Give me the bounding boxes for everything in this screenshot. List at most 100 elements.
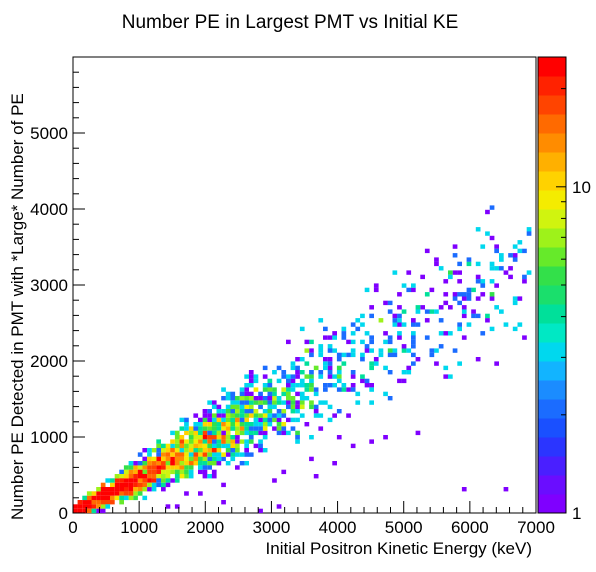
heatmap-cell <box>230 452 236 457</box>
heatmap-cell <box>494 248 499 254</box>
heatmap-cell <box>369 383 374 388</box>
heatmap-cell <box>499 309 504 314</box>
heatmap-cell <box>494 283 499 288</box>
heatmap-cell <box>267 417 273 423</box>
heatmap-cell <box>161 487 166 492</box>
heatmap-cell <box>114 478 120 483</box>
heatmap-cell <box>188 439 194 444</box>
heatmap-cell <box>369 387 374 392</box>
heatmap-cell <box>392 348 398 353</box>
heatmap-cell <box>73 504 78 509</box>
heatmap-cell <box>452 296 458 301</box>
heatmap-cell <box>304 339 310 345</box>
heatmap-cell <box>198 430 203 436</box>
heatmap-cell <box>369 313 374 319</box>
heatmap-cell <box>174 452 180 457</box>
heatmap-cell <box>304 348 310 353</box>
heatmap-cell <box>290 361 296 366</box>
heatmap-cell <box>207 439 212 444</box>
heatmap-cell <box>309 387 314 392</box>
heatmap-cell <box>471 313 476 319</box>
heatmap-cell <box>184 430 189 436</box>
heatmap-cell <box>253 396 259 401</box>
heatmap-cell <box>100 491 106 496</box>
heatmap-cell <box>198 461 203 466</box>
heatmap-cell <box>295 417 300 423</box>
heatmap-cell <box>147 452 152 457</box>
heatmap-cell <box>198 422 203 427</box>
heatmap-cell <box>105 491 111 496</box>
heatmap-cell <box>198 456 203 462</box>
heatmap-cell <box>522 279 527 284</box>
heatmap-cell <box>202 426 208 431</box>
heatmap-cell <box>364 383 370 388</box>
heatmap-cell <box>276 504 282 509</box>
heatmap-cell <box>253 422 259 427</box>
heatmap-cell <box>485 209 490 215</box>
heatmap-cell <box>336 370 342 375</box>
heatmap-cell <box>198 491 203 496</box>
heatmap-cell <box>350 322 356 327</box>
heatmap-cell <box>110 500 115 505</box>
heatmap-cell <box>327 335 333 340</box>
heatmap-cell <box>369 361 374 366</box>
heatmap-cell <box>313 413 319 418</box>
heatmap-cell <box>286 374 291 379</box>
heatmap-cell <box>244 417 249 423</box>
heatmap-cell <box>466 322 472 327</box>
heatmap-cell <box>82 500 87 505</box>
heatmap-cell <box>100 495 106 501</box>
heatmap-cell <box>397 305 402 310</box>
heatmap-cell <box>91 504 97 509</box>
heatmap-cell <box>499 253 504 258</box>
heatmap-cell <box>147 478 152 483</box>
heatmap-cell <box>156 469 161 475</box>
heatmap-cell <box>244 383 249 388</box>
heatmap-cell <box>137 491 143 496</box>
heatmap-cell <box>286 378 291 384</box>
heatmap-cell <box>517 296 523 301</box>
heatmap-cell <box>313 387 319 392</box>
heatmap-cell <box>77 504 83 509</box>
heatmap-cell <box>475 357 481 362</box>
heatmap-cell <box>239 413 245 418</box>
heatmap-cell <box>119 500 124 505</box>
heatmap-cell <box>475 227 481 232</box>
heatmap-cell <box>225 404 231 410</box>
heatmap-cell <box>253 417 259 423</box>
heatmap-cell <box>221 417 226 423</box>
heatmap-cell <box>424 318 430 323</box>
x-tick-label: 3000 <box>253 518 291 537</box>
heatmap-cell <box>489 279 495 284</box>
heatmap-cell <box>184 474 189 479</box>
heatmap-cell <box>452 292 458 297</box>
heatmap-cell <box>508 274 513 280</box>
heatmap-cell <box>341 383 347 388</box>
colorbar-swatch <box>538 171 566 191</box>
heatmap-cell <box>193 461 199 466</box>
heatmap-cell <box>452 244 458 249</box>
heatmap-cell <box>221 387 226 392</box>
heatmap-cell <box>165 478 171 483</box>
heatmap-cell <box>383 300 388 306</box>
colorbar-swatch <box>538 323 566 343</box>
x-tick-label: 1000 <box>120 518 158 537</box>
heatmap-cell <box>332 461 337 466</box>
y-axis: 0 1000 2000 3000 4000 5000 <box>30 71 85 523</box>
heatmap-cell <box>133 478 138 483</box>
heatmap-cell <box>401 348 407 353</box>
heatmap-cell <box>170 465 175 470</box>
heatmap-cell <box>341 387 347 392</box>
heatmap-cell <box>438 318 444 323</box>
heatmap-cell <box>309 378 314 384</box>
heatmap-cell <box>239 400 245 405</box>
heatmap-cell <box>179 448 185 453</box>
heatmap-cell <box>207 426 212 431</box>
heatmap-cell <box>267 387 273 392</box>
heatmap-cell <box>165 482 171 488</box>
heatmap-cell <box>211 474 217 479</box>
heatmap-cell <box>244 374 249 379</box>
heatmap-cell <box>360 378 365 384</box>
colorbar-swatch <box>538 342 566 362</box>
heatmap-cell <box>494 361 499 366</box>
